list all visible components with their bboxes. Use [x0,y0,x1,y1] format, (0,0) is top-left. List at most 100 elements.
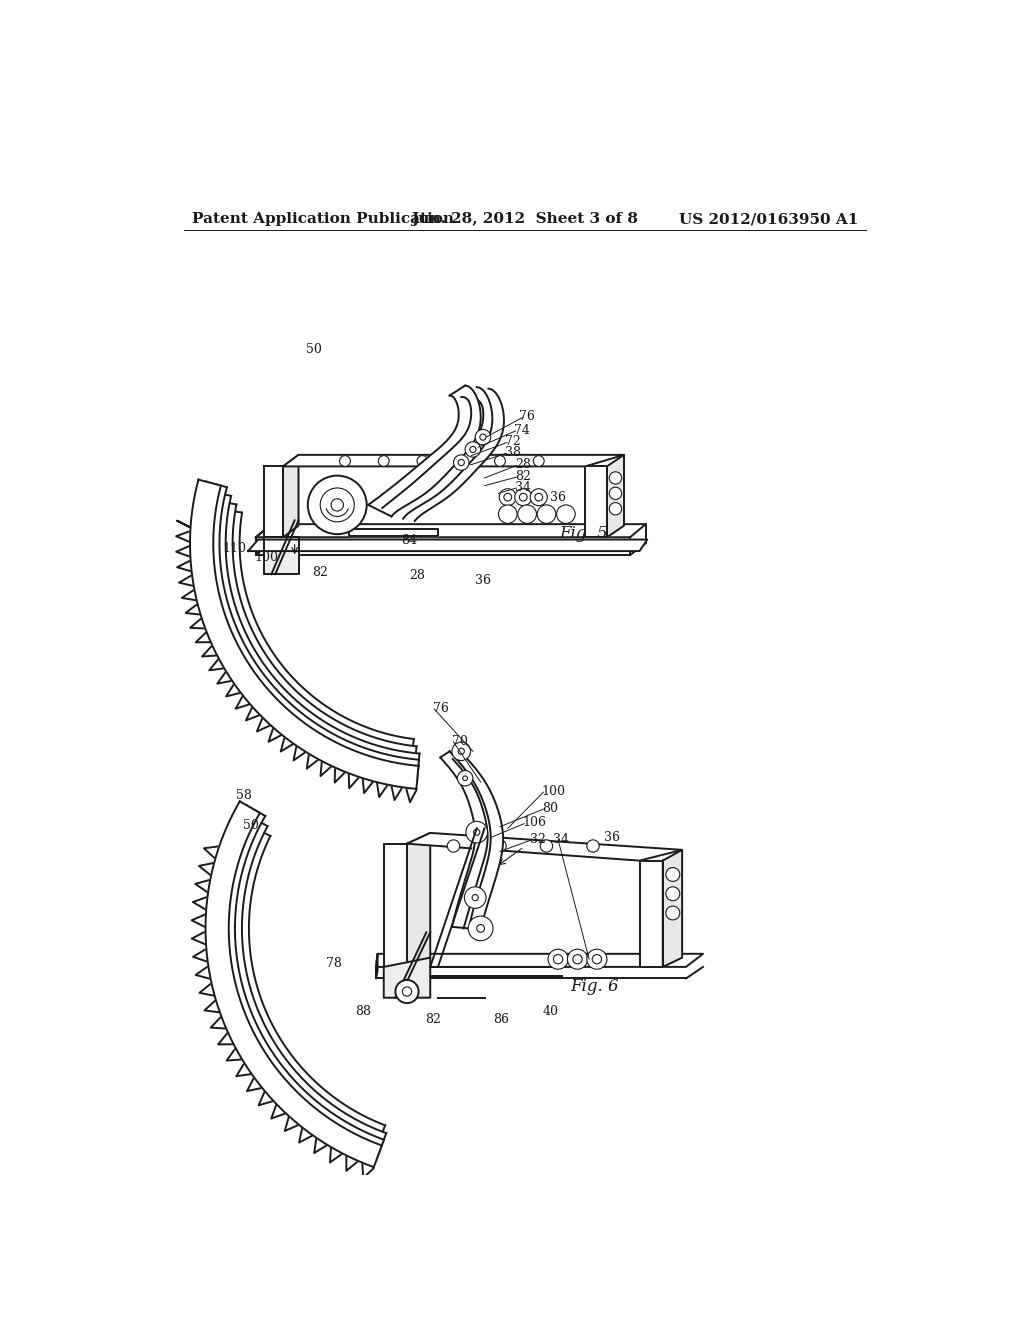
Circle shape [592,954,601,964]
Polygon shape [384,843,407,966]
Circle shape [477,924,484,932]
Circle shape [609,503,622,515]
Polygon shape [382,387,493,519]
Text: 36: 36 [550,491,565,504]
Circle shape [308,475,367,535]
Circle shape [609,487,622,499]
Text: 74: 74 [514,424,529,437]
Circle shape [495,455,506,466]
Polygon shape [640,861,663,966]
Text: 50: 50 [243,820,259,833]
Polygon shape [376,954,378,978]
Text: 88: 88 [355,1005,371,1018]
Text: 100: 100 [542,785,566,797]
Circle shape [666,887,680,900]
Polygon shape [213,500,417,766]
Circle shape [402,987,412,997]
Circle shape [535,494,543,502]
Polygon shape [376,954,703,966]
Polygon shape [221,510,414,758]
Polygon shape [586,466,607,537]
Text: Patent Application Publication: Patent Application Publication [191,213,454,226]
Circle shape [538,506,556,524]
Text: 34: 34 [554,833,569,846]
Circle shape [331,499,343,511]
Text: 72: 72 [506,436,521,449]
Circle shape [456,455,467,466]
Polygon shape [228,828,385,1144]
Circle shape [504,494,512,502]
Polygon shape [206,491,420,774]
Text: Jun. 28, 2012  Sheet 3 of 8: Jun. 28, 2012 Sheet 3 of 8 [412,213,638,226]
Circle shape [321,488,354,521]
Circle shape [378,455,389,466]
Text: 110: 110 [222,541,247,554]
Circle shape [494,840,506,853]
Circle shape [340,455,350,466]
Polygon shape [198,482,419,781]
Polygon shape [263,537,299,574]
Circle shape [464,887,486,908]
Text: 86: 86 [493,1012,509,1026]
Text: 100: 100 [254,550,279,564]
Text: 50: 50 [306,343,323,356]
Circle shape [458,748,464,755]
Circle shape [572,954,583,964]
Circle shape [587,949,607,969]
Circle shape [609,471,622,484]
Text: 82: 82 [515,470,530,483]
Polygon shape [440,751,490,928]
Text: 40: 40 [543,1005,559,1018]
Polygon shape [283,455,299,537]
Text: 70: 70 [452,735,468,748]
Text: 80: 80 [542,801,558,814]
Polygon shape [407,833,682,861]
Text: 36: 36 [475,574,492,587]
Text: Fig. 6: Fig. 6 [569,978,618,995]
Circle shape [541,840,553,853]
Circle shape [458,459,464,466]
Text: 106: 106 [522,816,547,829]
Circle shape [470,446,476,453]
Circle shape [515,488,531,506]
Circle shape [417,455,428,466]
Circle shape [567,949,588,969]
Text: 76: 76 [519,409,536,422]
Polygon shape [453,752,503,929]
Text: 76: 76 [432,702,449,714]
Text: Fig. 5: Fig. 5 [559,525,607,543]
Polygon shape [607,455,624,537]
Circle shape [474,829,480,836]
Circle shape [480,434,486,441]
Circle shape [518,506,537,524]
Text: 58: 58 [236,789,252,803]
Polygon shape [190,479,419,789]
Circle shape [458,771,473,785]
Polygon shape [369,385,480,516]
Text: 28: 28 [410,569,425,582]
Text: 28: 28 [515,458,530,471]
Circle shape [468,916,493,941]
Circle shape [463,776,467,780]
Circle shape [395,979,419,1003]
Text: 38: 38 [505,446,520,459]
Polygon shape [349,529,438,536]
Circle shape [472,895,478,900]
Circle shape [452,742,471,760]
Text: 34: 34 [515,480,530,494]
Polygon shape [213,805,384,1160]
Circle shape [500,488,516,506]
Text: 32: 32 [530,833,546,846]
Circle shape [475,429,490,445]
Polygon shape [206,801,382,1167]
Polygon shape [263,466,283,537]
Circle shape [554,954,563,964]
Circle shape [466,821,487,843]
Polygon shape [221,816,386,1152]
Polygon shape [248,540,647,552]
Text: 78: 78 [327,957,342,970]
Circle shape [548,949,568,969]
Text: 82: 82 [426,1012,441,1026]
Text: 36: 36 [604,832,620,843]
Text: 84: 84 [401,533,418,546]
